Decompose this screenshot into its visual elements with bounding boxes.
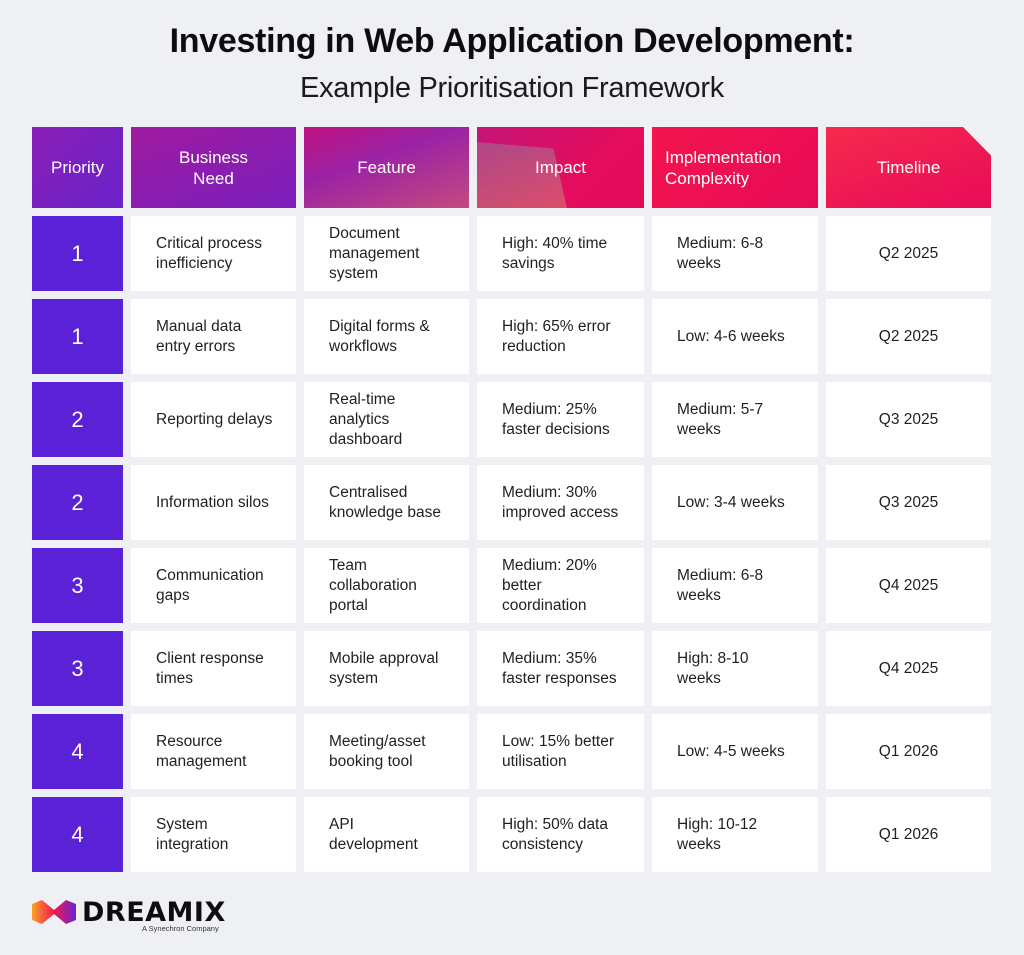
feature-cell: Document management system bbox=[304, 216, 469, 291]
timeline-cell: Q3 2025 bbox=[826, 465, 991, 540]
priority-cell: 3 bbox=[32, 548, 123, 623]
complexity-cell: Low: 4-5 weeks bbox=[652, 714, 818, 789]
priority-cell: 2 bbox=[32, 382, 123, 457]
header-label: Timeline bbox=[876, 158, 941, 177]
priority-cell: 3 bbox=[32, 631, 123, 706]
feature-cell: Centralised knowledge base bbox=[304, 465, 469, 540]
header-label: Feature bbox=[357, 158, 416, 177]
business-need-cell: Manual data entry errors bbox=[131, 299, 296, 374]
business-need-cell: System integration bbox=[131, 797, 296, 872]
business-need-cell: Resource management bbox=[131, 714, 296, 789]
complexity-cell: Low: 4-6 weeks bbox=[652, 299, 818, 374]
priority-cell: 1 bbox=[32, 299, 123, 374]
dreamix-logo: DREAMIX bbox=[32, 898, 226, 926]
business-need-cell: Communication gaps bbox=[131, 548, 296, 623]
timeline-cell: Q2 2025 bbox=[826, 299, 991, 374]
feature-cell: API development bbox=[304, 797, 469, 872]
timeline-cell: Q3 2025 bbox=[826, 382, 991, 457]
business-need-cell: Reporting delays bbox=[131, 382, 296, 457]
impact-cell: Medium: 35% faster responses bbox=[477, 631, 644, 706]
complexity-cell: Medium: 6-8 weeks bbox=[652, 216, 818, 291]
timeline-cell: Q1 2026 bbox=[826, 797, 991, 872]
priority-cell: 4 bbox=[32, 797, 123, 872]
header-feature: Feature bbox=[304, 127, 469, 208]
impact-cell: High: 40% time savings bbox=[477, 216, 644, 291]
prioritisation-table: Priority Business Need Feature Impact Im… bbox=[32, 127, 991, 872]
priority-cell: 4 bbox=[32, 714, 123, 789]
feature-cell: Meeting/asset booking tool bbox=[304, 714, 469, 789]
header-label: Impact bbox=[534, 158, 587, 177]
business-need-cell: Client response times bbox=[131, 631, 296, 706]
impact-cell: High: 65% error reduction bbox=[477, 299, 644, 374]
impact-cell: High: 50% data consistency bbox=[477, 797, 644, 872]
feature-cell: Real-time analytics dashboard bbox=[304, 382, 469, 457]
business-need-cell: Information silos bbox=[131, 465, 296, 540]
feature-cell: Team collaboration portal bbox=[304, 548, 469, 623]
complexity-cell: High: 8-10 weeks bbox=[652, 631, 818, 706]
page-subtitle: Example Prioritisation Framework bbox=[300, 72, 724, 104]
header-impact: Impact bbox=[477, 127, 644, 208]
header-label: Business Need bbox=[179, 147, 248, 188]
feature-cell: Mobile approval system bbox=[304, 631, 469, 706]
logo-tagline: A Synechron Company bbox=[142, 924, 219, 933]
business-need-cell: Critical process inefficiency bbox=[131, 216, 296, 291]
header-priority: Priority bbox=[32, 127, 123, 208]
complexity-cell: Low: 3-4 weeks bbox=[652, 465, 818, 540]
timeline-cell: Q1 2026 bbox=[826, 714, 991, 789]
header-label: Implementation Complexity bbox=[665, 147, 782, 188]
timeline-cell: Q4 2025 bbox=[826, 631, 991, 706]
header-implementation-complexity: Implementation Complexity bbox=[652, 127, 818, 208]
page-title: Investing in Web Application Development… bbox=[169, 22, 855, 60]
complexity-cell: Medium: 5-7 weeks bbox=[652, 382, 818, 457]
impact-cell: Medium: 25% faster decisions bbox=[477, 382, 644, 457]
header-timeline: Timeline bbox=[826, 127, 991, 208]
header-business-need: Business Need bbox=[131, 127, 296, 208]
dreamix-logo-icon bbox=[32, 900, 76, 924]
timeline-cell: Q4 2025 bbox=[826, 548, 991, 623]
header-label: Priority bbox=[51, 158, 104, 177]
complexity-cell: High: 10-12 weeks bbox=[652, 797, 818, 872]
priority-cell: 2 bbox=[32, 465, 123, 540]
priority-cell: 1 bbox=[32, 216, 123, 291]
complexity-cell: Medium: 6-8 weeks bbox=[652, 548, 818, 623]
logo-wordmark: DREAMIX bbox=[82, 896, 226, 928]
timeline-cell: Q2 2025 bbox=[826, 216, 991, 291]
impact-cell: Medium: 30% improved access bbox=[477, 465, 644, 540]
impact-cell: Medium: 20% better coordination bbox=[477, 548, 644, 623]
impact-cell: Low: 15% better utilisation bbox=[477, 714, 644, 789]
feature-cell: Digital forms & workflows bbox=[304, 299, 469, 374]
